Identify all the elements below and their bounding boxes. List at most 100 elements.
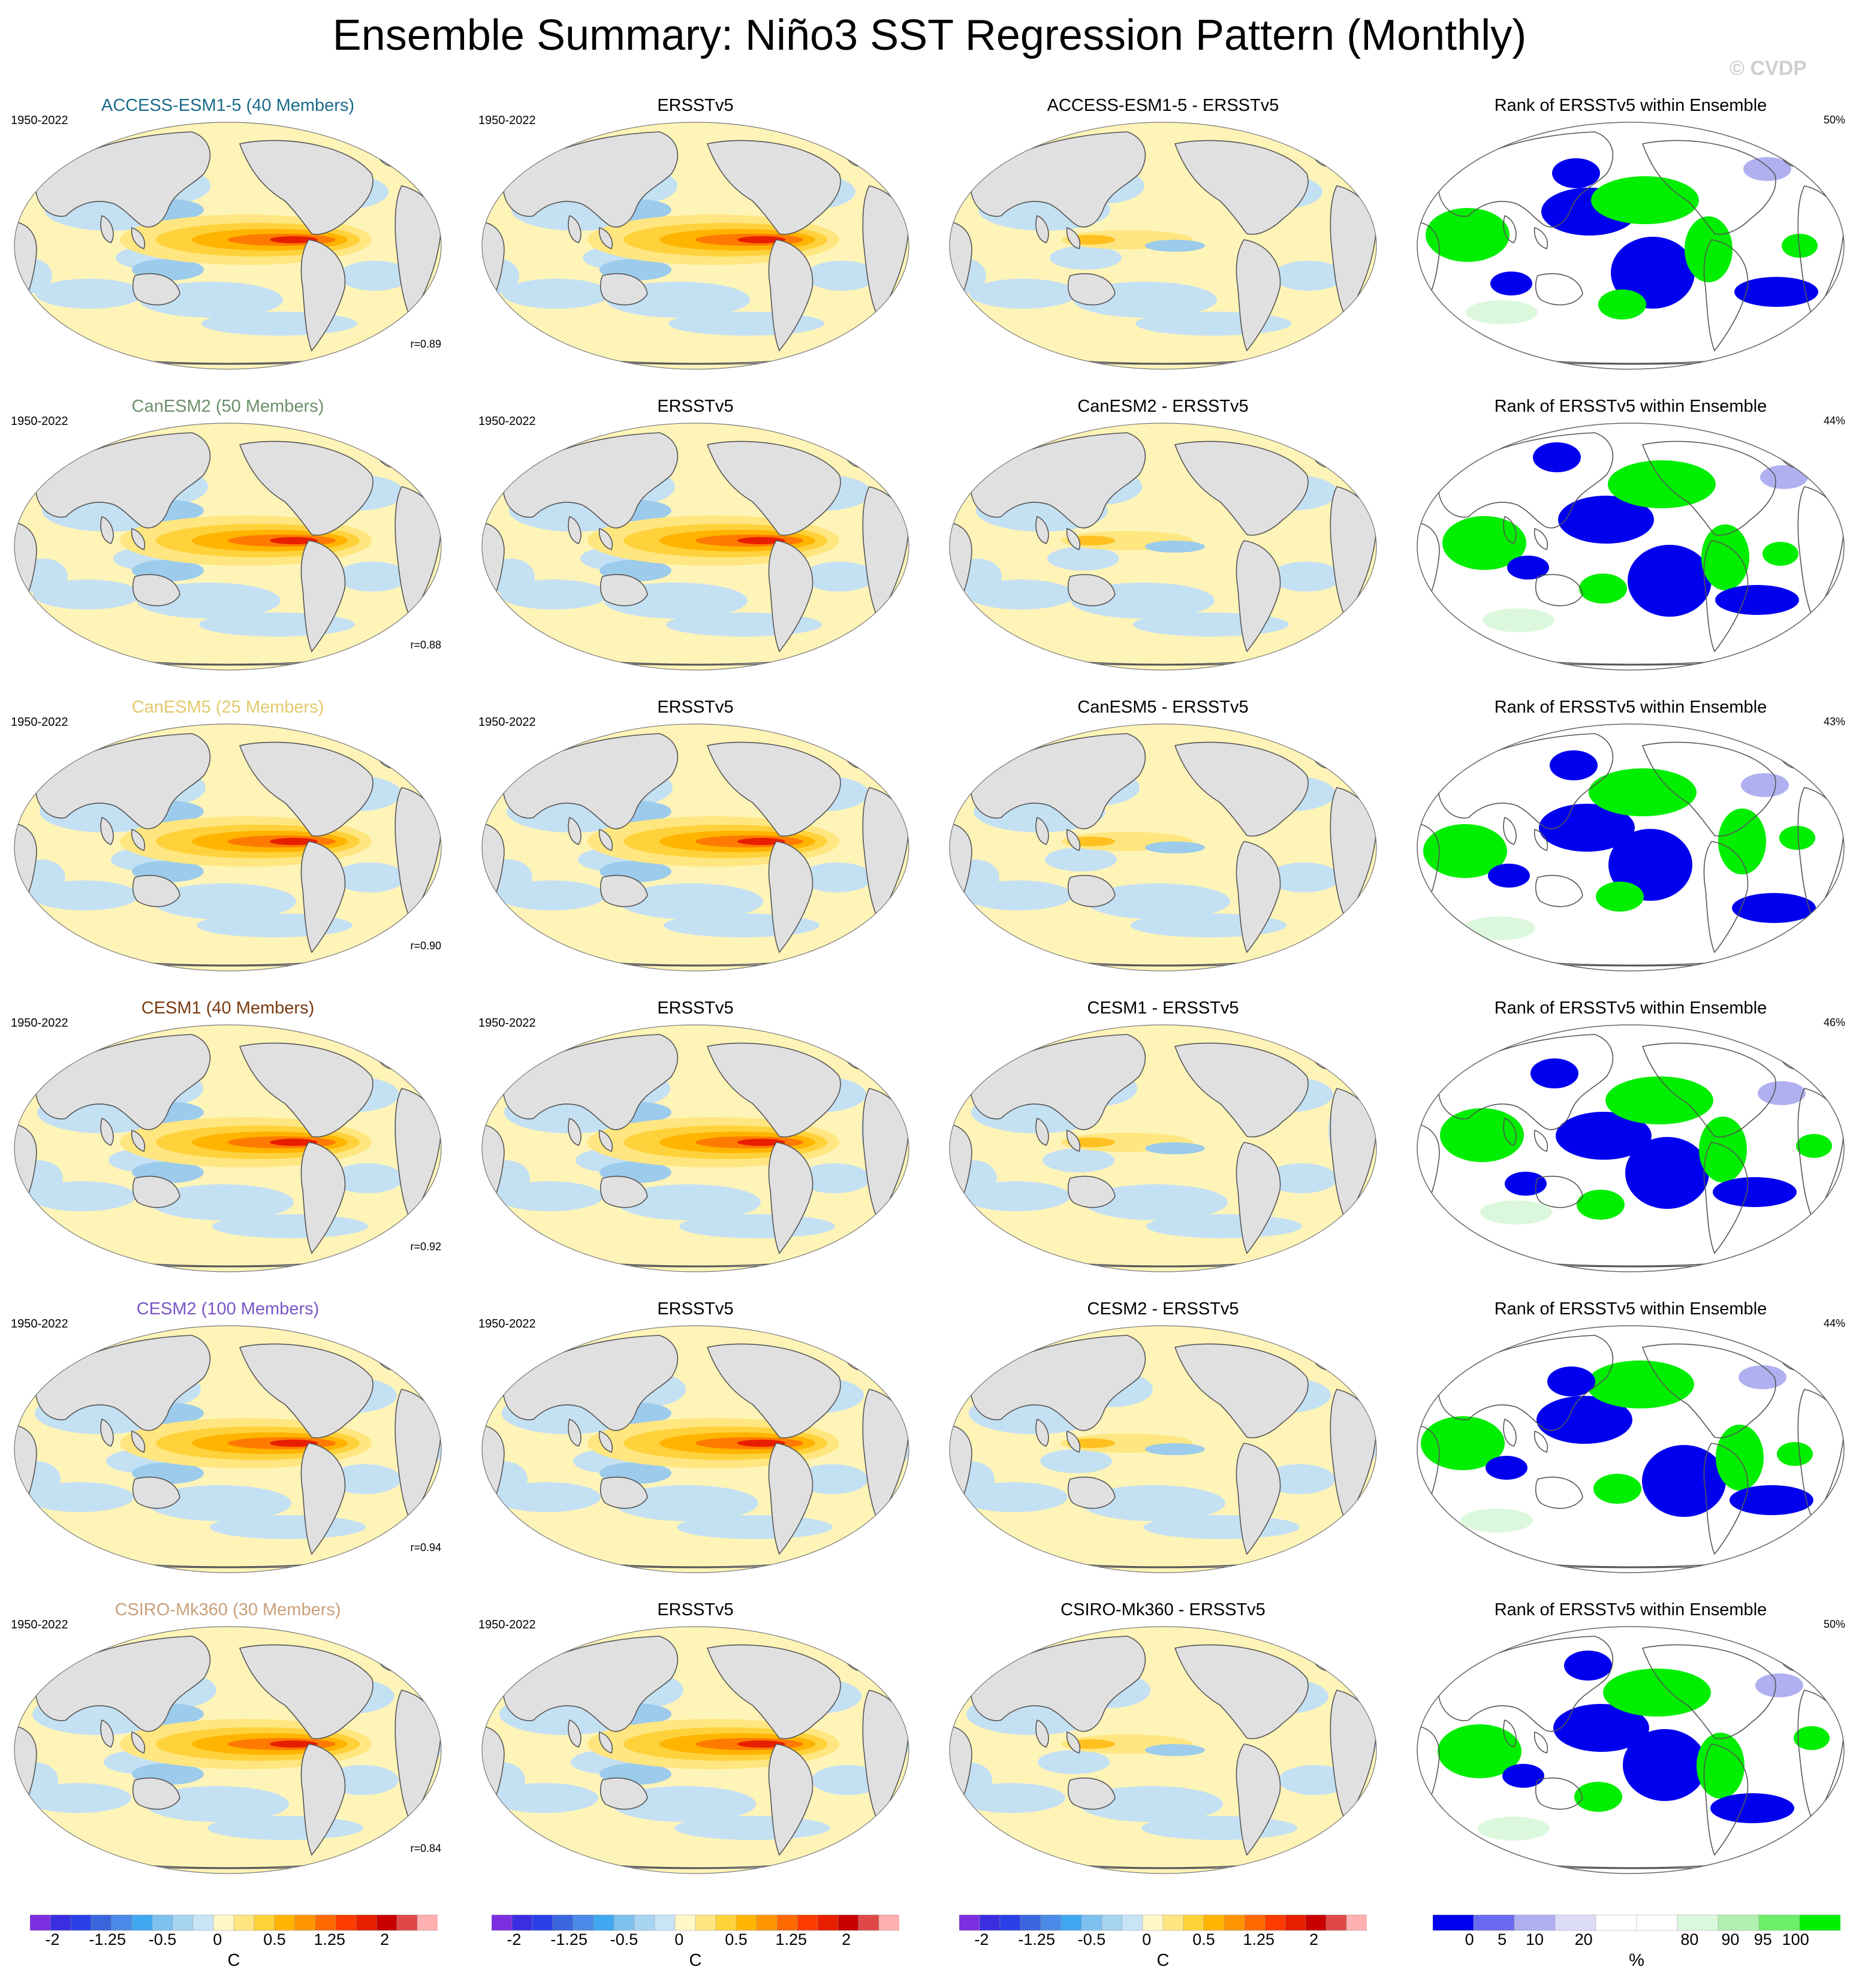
colorbar-swatch [1285, 1914, 1306, 1931]
colorbar-swatch [294, 1914, 316, 1931]
colorbar-tick-label: 95 [1753, 1930, 1772, 1948]
sst-map [481, 122, 909, 370]
colorbar-tick-label: -2 [45, 1930, 60, 1948]
colorbar-rank: 0 5 10 20 80 90 95 100% [1433, 1914, 1840, 1980]
colorbar-diff: -2 -1.25 -0.5 0 0.5 1.25 2 C [959, 1914, 1367, 1980]
panel-title: CESM2 - ERSSTv5 [1087, 1299, 1239, 1319]
rank-percent: 50% [1823, 114, 1845, 126]
colorbar-swatch [532, 1914, 553, 1931]
colorbar-tick-label: -1.25 [89, 1930, 126, 1948]
colorbar-swatch [1203, 1914, 1225, 1931]
sst-map [14, 723, 442, 972]
period-label: 1950-2022 [11, 114, 68, 127]
colorbar-swatch [1122, 1914, 1143, 1931]
colorbar-swatch [695, 1914, 716, 1931]
panel-model-row-6: CSIRO-Mk360 (30 Members) 1950-2022 r=0.84 [6, 1600, 450, 1900]
panel-title: Rank of ERSSTv5 within Ensemble [1494, 397, 1767, 416]
rank-map [1417, 1325, 1845, 1573]
period-label: 1950-2022 [478, 1618, 536, 1631]
panel-diff-row-6: CSIRO-Mk360 - ERSSTv5 [941, 1600, 1385, 1900]
colorbar-swatch [552, 1914, 574, 1931]
colorbar-swatch [417, 1914, 438, 1931]
colorbar-swatch [91, 1914, 112, 1931]
colorbar-swatch [1101, 1914, 1123, 1931]
sst-map [949, 122, 1377, 370]
page-title: Ensemble Summary: Niño3 SST Regression P… [332, 11, 1527, 59]
colorbar-swatch [797, 1914, 818, 1931]
colorbar-tick-label: 1.25 [314, 1930, 346, 1948]
colorbar-tick-label: 0 [1142, 1930, 1152, 1948]
pattern-correlation: r=0.89 [410, 338, 441, 350]
colorbar-obs: -2 -1.25 -0.5 0 0.5 1.25 2 C [492, 1914, 899, 1980]
period-label: 1950-2022 [11, 415, 68, 428]
colorbar-swatches [959, 1914, 1367, 1931]
panel-title: CanESM2 (50 Members) [131, 397, 324, 416]
pattern-correlation: r=0.94 [410, 1541, 441, 1553]
colorbar-swatch [50, 1914, 71, 1931]
panel-obs-row-5: ERSSTv5 1950-2022 [474, 1299, 917, 1599]
colorbar-swatches [1433, 1914, 1840, 1931]
sst-map [14, 423, 442, 671]
colorbar-tick-label: 0.5 [725, 1930, 748, 1948]
pattern-correlation: r=0.90 [410, 940, 441, 952]
panel-title: ERSSTv5 [657, 998, 734, 1018]
colorbar-swatch [1636, 1914, 1678, 1931]
panel-title: Rank of ERSSTv5 within Ensemble [1494, 1600, 1767, 1619]
rank-map [1417, 1024, 1845, 1272]
panel-diff-row-4: CESM1 - ERSSTv5 [941, 998, 1385, 1298]
period-label: 1950-2022 [478, 114, 536, 127]
colorbar-swatch [1514, 1914, 1556, 1931]
colorbar-swatch [573, 1914, 594, 1931]
sst-map [949, 723, 1377, 972]
colorbar-swatch [999, 1914, 1021, 1931]
colorbar-swatch [1040, 1914, 1062, 1931]
sst-map [481, 723, 909, 972]
panel-diff-row-2: CanESM2 - ERSSTv5 [941, 397, 1385, 696]
period-label: 1950-2022 [11, 1016, 68, 1030]
colorbar-swatch [1264, 1914, 1286, 1931]
panel-title: ACCESS-ESM1-5 (40 Members) [101, 96, 355, 115]
colorbar-swatches [492, 1914, 899, 1931]
colorbar-tick-label: 80 [1680, 1930, 1699, 1948]
colorbar-swatch [233, 1914, 255, 1931]
colorbar-unit: C [227, 1951, 240, 1970]
period-label: 1950-2022 [478, 1317, 536, 1331]
colorbar-swatch [858, 1914, 879, 1931]
colorbar-swatch [1081, 1914, 1102, 1931]
colorbar-swatches [30, 1914, 438, 1931]
copyright-label: © CVDP [1730, 57, 1807, 80]
colorbar-swatch [254, 1914, 275, 1931]
panel-rank-row-2: Rank of ERSSTv5 within Ensemble 44% [1409, 397, 1852, 696]
colorbar-tick-label: 1.25 [775, 1930, 808, 1948]
colorbar-swatch [355, 1914, 377, 1931]
colorbar-swatch [172, 1914, 194, 1931]
colorbar-tick-label: -0.5 [610, 1930, 638, 1948]
colorbar-tick-label: -1.25 [550, 1930, 587, 1948]
colorbar-swatch [396, 1914, 418, 1931]
colorbar-swatch [878, 1914, 899, 1931]
colorbar-swatch [959, 1914, 980, 1931]
pattern-correlation: r=0.84 [410, 1842, 441, 1854]
colorbar-swatch [335, 1914, 357, 1931]
colorbar-tick-label: 20 [1574, 1930, 1593, 1948]
colorbar-swatch [1305, 1914, 1327, 1931]
panel-obs-row-1: ERSSTv5 1950-2022 [474, 96, 917, 396]
rank-map [1417, 1626, 1845, 1874]
rank-map [1417, 723, 1845, 972]
colorbar-swatch [1020, 1914, 1041, 1931]
colorbar-swatch [1244, 1914, 1266, 1931]
panel-model-row-1: ACCESS-ESM1-5 (40 Members) 1950-2022 r=0.8… [6, 96, 450, 396]
panel-obs-row-4: ERSSTv5 1950-2022 [474, 998, 917, 1298]
sst-map [481, 423, 909, 671]
panel-title: CSIRO-Mk360 (30 Members) [115, 1600, 341, 1619]
colorbar-unit: % [1629, 1951, 1644, 1970]
colorbar-tick-label: 90 [1721, 1930, 1740, 1948]
panel-diff-row-1: ACCESS-ESM1-5 - ERSSTv5 [941, 96, 1385, 396]
panel-title: CESM1 - ERSSTv5 [1087, 998, 1239, 1018]
panel-obs-row-6: ERSSTv5 1950-2022 [474, 1600, 917, 1900]
colorbar-swatch [1346, 1914, 1367, 1931]
period-label: 1950-2022 [11, 1317, 68, 1331]
colorbar-swatch [376, 1914, 397, 1931]
sst-map [949, 1024, 1377, 1272]
colorbar-swatch [213, 1914, 234, 1931]
